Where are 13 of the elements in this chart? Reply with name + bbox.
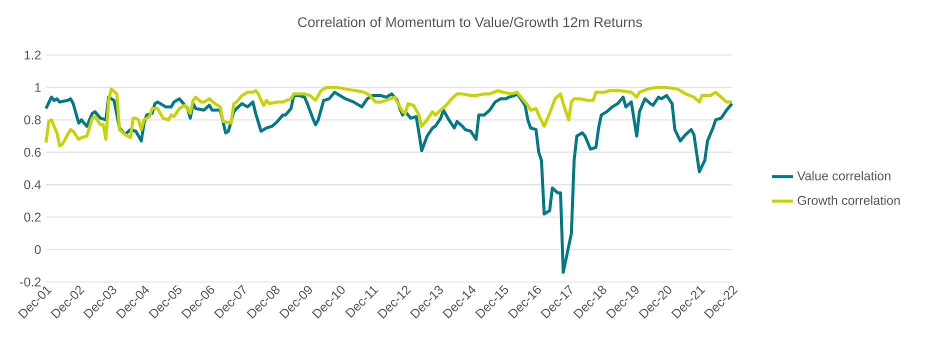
y-tick-label: 0.4: [24, 180, 41, 190]
line-series: [44, 90, 734, 274]
legend-label: Growth correlation: [798, 196, 900, 205]
y-tick-label: 0: [34, 245, 41, 254]
chart-title: Correlation of Momentum to Value/Growth 12m Returns: [298, 16, 642, 28]
y-tick-label: 1: [35, 83, 41, 92]
y-tick-label: 0.2: [24, 212, 41, 222]
y-tick-label: 0.6: [24, 148, 41, 157]
y-tick-label: 1.2: [24, 50, 41, 60]
line-series: [44, 86, 734, 148]
legend-label: Value correlation: [797, 171, 890, 180]
y-tick-label: -0.2: [20, 278, 41, 286]
y-tick-label: 0.8: [24, 115, 41, 124]
